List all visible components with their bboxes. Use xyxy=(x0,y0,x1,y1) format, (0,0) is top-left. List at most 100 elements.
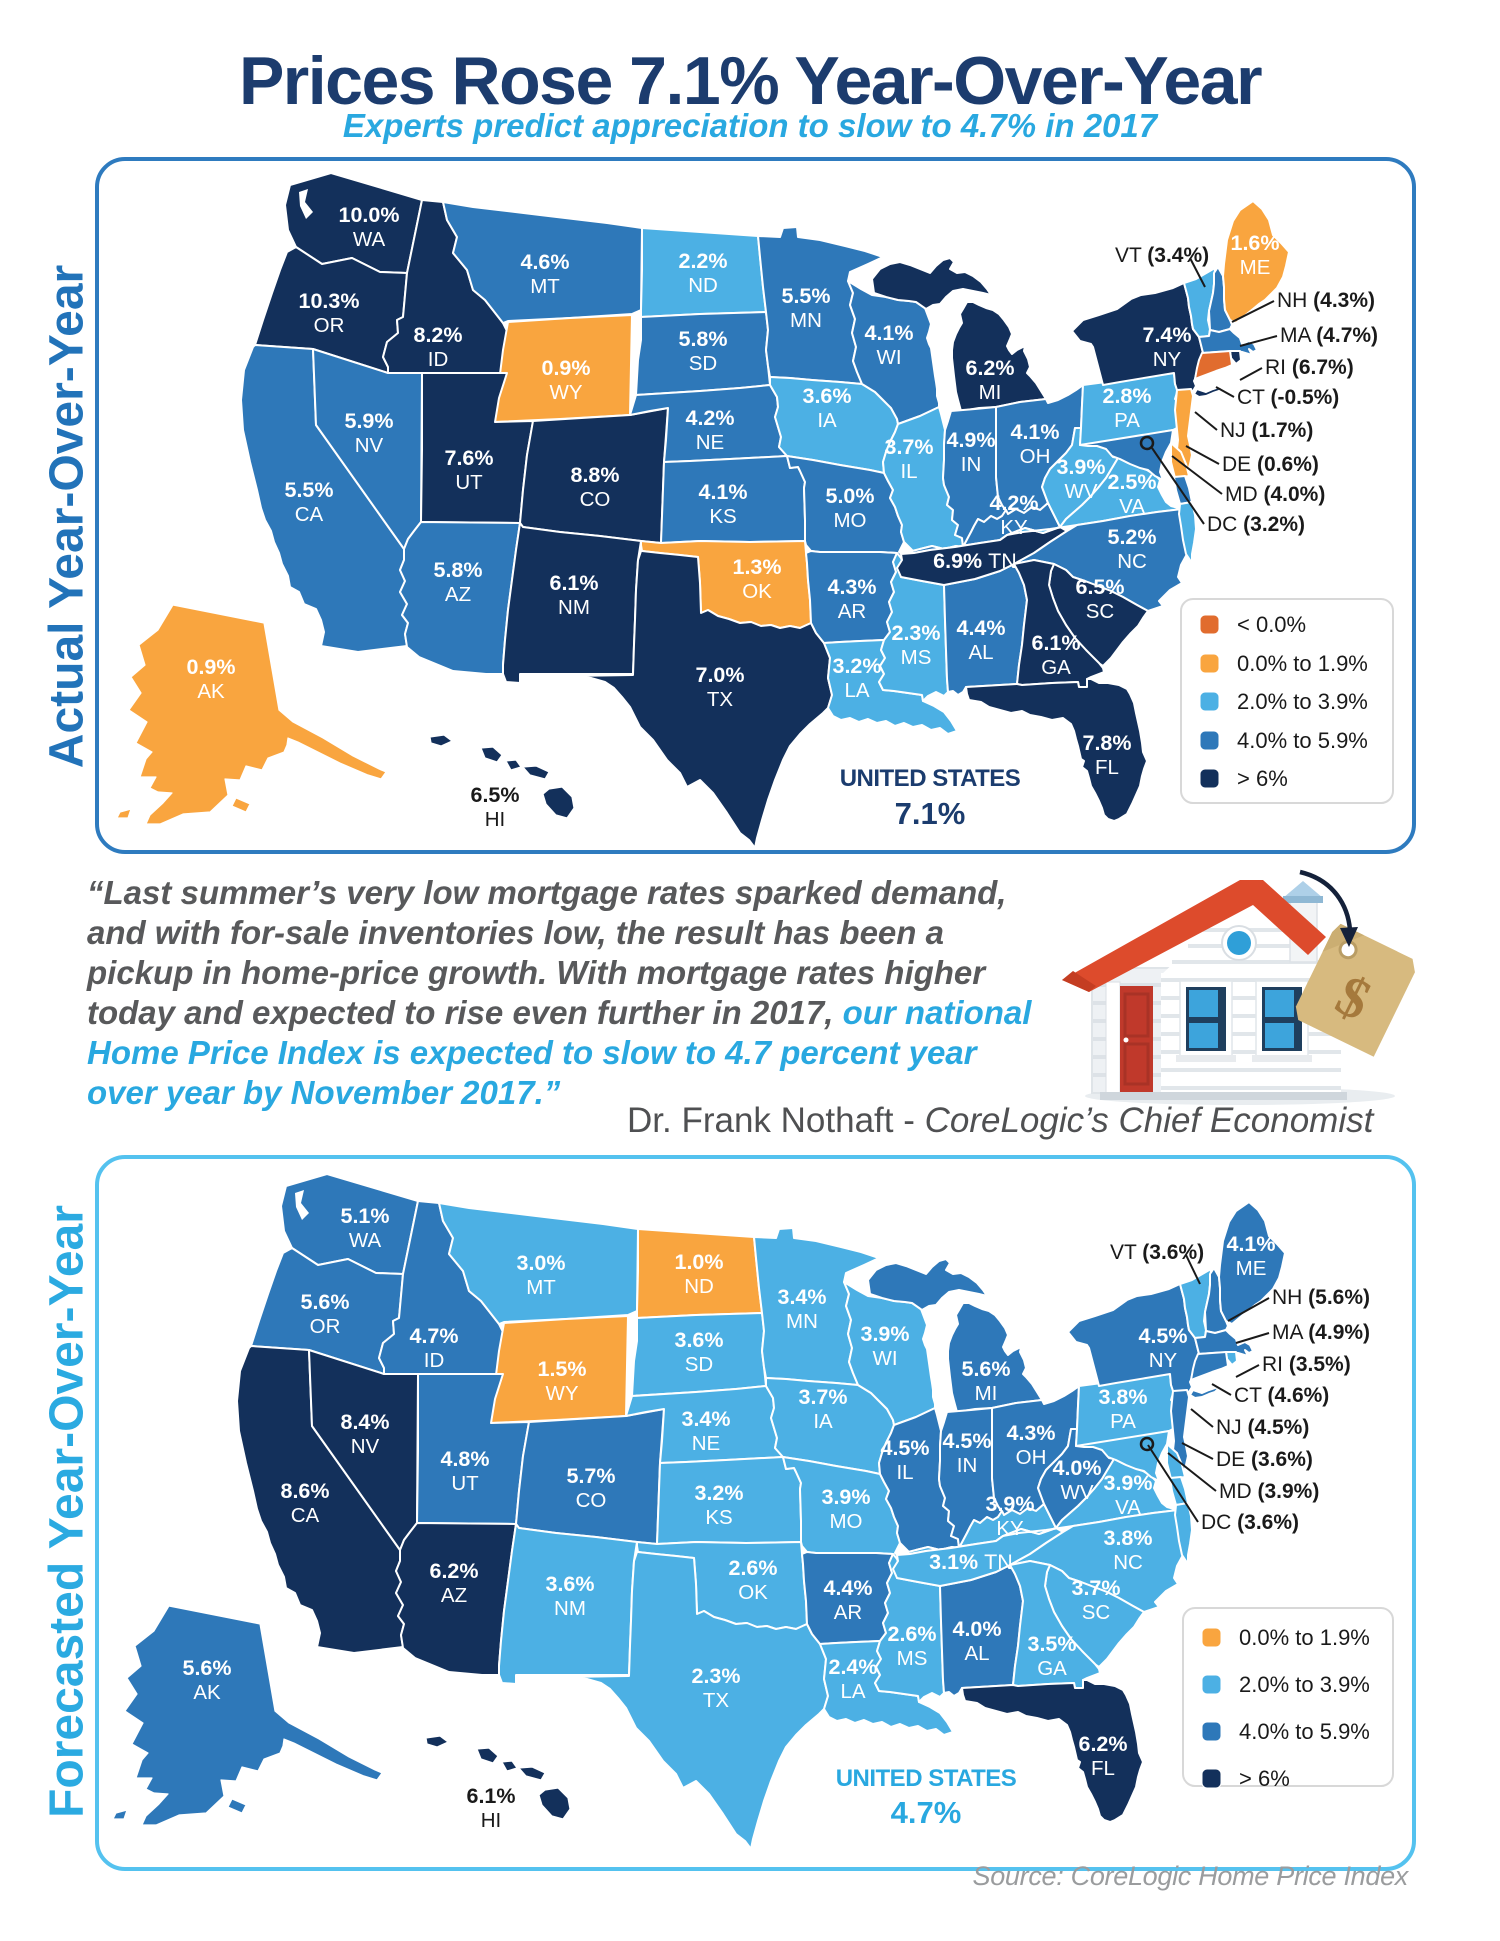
svg-text:3.2%: 3.2% xyxy=(694,1481,743,1505)
svg-text:6.1%: 6.1% xyxy=(466,1784,515,1808)
svg-text:8.8%: 8.8% xyxy=(570,463,619,487)
svg-text:8.4%: 8.4% xyxy=(340,1410,389,1434)
svg-text:GA: GA xyxy=(1041,656,1071,679)
svg-text:OK: OK xyxy=(742,580,772,603)
svg-text:TX: TX xyxy=(707,688,734,711)
svg-text:CA: CA xyxy=(295,503,324,526)
svg-text:ND: ND xyxy=(684,1275,714,1298)
svg-text:4.7%: 4.7% xyxy=(891,1795,962,1830)
svg-text:3.5%: 3.5% xyxy=(1027,1632,1076,1656)
svg-text:4.0%: 4.0% xyxy=(1052,1456,1101,1480)
svg-text:2.6%: 2.6% xyxy=(887,1622,936,1646)
svg-text:AZ: AZ xyxy=(445,583,471,606)
svg-text:4.2%: 4.2% xyxy=(989,491,1038,515)
svg-text:3.2%: 3.2% xyxy=(832,654,881,678)
svg-text:4.5%: 4.5% xyxy=(942,1429,991,1453)
svg-text:4.3%: 4.3% xyxy=(1006,1421,1055,1445)
svg-text:5.6%: 5.6% xyxy=(300,1290,349,1314)
svg-text:5.8%: 5.8% xyxy=(433,558,482,582)
svg-text:10.0%: 10.0% xyxy=(339,203,400,227)
svg-text:RI (6.7%): RI (6.7%) xyxy=(1265,356,1354,379)
svg-text:2.0% to 3.9%: 2.0% to 3.9% xyxy=(1239,1672,1370,1697)
svg-text:CO: CO xyxy=(580,488,611,511)
svg-text:HI: HI xyxy=(485,808,506,831)
svg-text:OR: OR xyxy=(314,314,345,337)
svg-text:AR: AR xyxy=(838,600,866,623)
svg-text:4.5%: 4.5% xyxy=(880,1436,929,1460)
svg-text:MN: MN xyxy=(786,1310,818,1333)
svg-text:WY: WY xyxy=(545,1382,578,1405)
svg-text:OH: OH xyxy=(1016,1446,1047,1469)
svg-text:MA (4.7%): MA (4.7%) xyxy=(1280,324,1378,347)
svg-text:MS: MS xyxy=(901,646,932,669)
svg-text:IA: IA xyxy=(813,1410,833,1433)
svg-text:MI: MI xyxy=(975,1382,998,1405)
svg-text:SC: SC xyxy=(1082,1601,1111,1624)
svg-text:3.9%: 3.9% xyxy=(860,1322,909,1346)
svg-text:UT: UT xyxy=(455,471,483,494)
svg-text:4.0%: 4.0% xyxy=(952,1617,1001,1641)
svg-text:8.2%: 8.2% xyxy=(413,323,462,347)
svg-text:CT (-0.5%): CT (-0.5%) xyxy=(1237,386,1339,409)
svg-text:8.6%: 8.6% xyxy=(280,1479,329,1503)
svg-text:3.9%: 3.9% xyxy=(1056,455,1105,479)
svg-text:IL: IL xyxy=(900,460,917,483)
svg-text:2.8%: 2.8% xyxy=(1102,384,1151,408)
svg-text:4.6%: 4.6% xyxy=(520,250,569,274)
svg-text:NH (4.3%): NH (4.3%) xyxy=(1277,289,1375,312)
svg-text:0.9%: 0.9% xyxy=(541,356,590,380)
svg-text:KY: KY xyxy=(996,1517,1024,1540)
svg-text:> 6%: > 6% xyxy=(1237,766,1288,791)
svg-text:PA: PA xyxy=(1110,1410,1136,1433)
svg-text:DC (3.6%): DC (3.6%) xyxy=(1201,1511,1299,1534)
svg-text:ID: ID xyxy=(424,1349,445,1372)
svg-text:RI (3.5%): RI (3.5%) xyxy=(1262,1353,1351,1376)
svg-text:GA: GA xyxy=(1037,1657,1067,1680)
svg-text:3.1% TN: 3.1% TN xyxy=(929,1550,1013,1574)
svg-text:2.3%: 2.3% xyxy=(891,621,940,645)
svg-text:FL: FL xyxy=(1091,1757,1115,1780)
svg-text:NE: NE xyxy=(696,431,724,454)
svg-text:CT (4.6%): CT (4.6%) xyxy=(1234,1384,1329,1407)
svg-text:3.6%: 3.6% xyxy=(802,384,851,408)
svg-text:VA: VA xyxy=(1119,495,1145,518)
svg-text:4.0% to 5.9%: 4.0% to 5.9% xyxy=(1239,1719,1370,1744)
svg-text:IL: IL xyxy=(896,1461,913,1484)
svg-text:6.2%: 6.2% xyxy=(1078,1732,1127,1756)
svg-text:NC: NC xyxy=(1117,550,1147,573)
svg-text:VT (3.6%): VT (3.6%) xyxy=(1110,1241,1204,1264)
svg-text:AL: AL xyxy=(968,641,993,664)
svg-text:WI: WI xyxy=(872,1347,897,1370)
svg-text:UT: UT xyxy=(451,1472,479,1495)
svg-text:4.3%: 4.3% xyxy=(827,575,876,599)
svg-text:WV: WV xyxy=(1060,1481,1093,1504)
svg-text:HI: HI xyxy=(481,1809,502,1832)
svg-text:10.3%: 10.3% xyxy=(299,289,360,313)
svg-text:3.4%: 3.4% xyxy=(681,1407,730,1431)
svg-text:MO: MO xyxy=(833,509,866,532)
svg-text:NY: NY xyxy=(1153,348,1182,371)
svg-text:DC (3.2%): DC (3.2%) xyxy=(1207,513,1305,536)
svg-text:UNITED STATES: UNITED STATES xyxy=(840,765,1021,792)
svg-text:2.3%: 2.3% xyxy=(691,1664,740,1688)
svg-text:MT: MT xyxy=(526,1276,556,1299)
svg-text:3.9%: 3.9% xyxy=(985,1492,1034,1516)
svg-text:4.4%: 4.4% xyxy=(956,616,1005,640)
svg-text:IN: IN xyxy=(957,1454,978,1477)
svg-text:OR: OR xyxy=(310,1315,341,1338)
svg-text:IA: IA xyxy=(817,409,837,432)
svg-text:6.2%: 6.2% xyxy=(965,356,1014,380)
svg-text:FL: FL xyxy=(1095,756,1119,779)
svg-text:4.1%: 4.1% xyxy=(1010,420,1059,444)
svg-text:OK: OK xyxy=(738,1581,768,1604)
svg-text:UNITED STATES: UNITED STATES xyxy=(836,1765,1017,1792)
svg-text:3.9%: 3.9% xyxy=(821,1485,870,1509)
svg-text:5.9%: 5.9% xyxy=(344,409,393,433)
svg-text:MN: MN xyxy=(790,309,822,332)
svg-text:NC: NC xyxy=(1113,1551,1143,1574)
svg-text:1.5%: 1.5% xyxy=(537,1357,586,1381)
svg-text:6.5%: 6.5% xyxy=(1075,575,1124,599)
svg-text:MI: MI xyxy=(979,381,1002,404)
svg-text:6.1%: 6.1% xyxy=(1031,631,1080,655)
svg-text:TX: TX xyxy=(703,1689,730,1712)
